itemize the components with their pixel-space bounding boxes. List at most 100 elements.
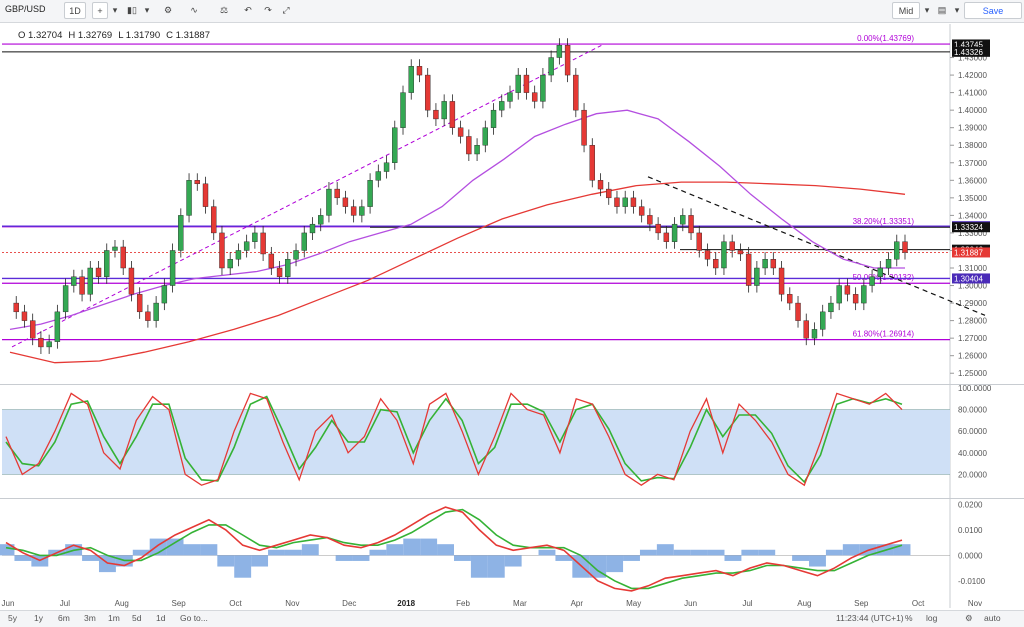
macd-histogram-bar xyxy=(217,555,235,567)
candle-body xyxy=(457,127,464,137)
macd-histogram-bar xyxy=(454,555,471,561)
pane-divider[interactable] xyxy=(0,498,1024,499)
gear-icon[interactable]: ⚙ xyxy=(163,5,173,15)
candle-body xyxy=(95,267,102,277)
candle-body xyxy=(342,197,349,207)
macd-histogram-bar xyxy=(437,544,454,556)
x-tick-label: Dec xyxy=(342,599,356,608)
range-1d[interactable]: 1d xyxy=(156,613,166,623)
x-tick-label: Jun xyxy=(684,599,697,608)
y-tick-label: 1.43000 xyxy=(958,54,987,63)
range-6m[interactable]: 6m xyxy=(58,613,70,623)
candle-body xyxy=(400,92,406,128)
candle-body xyxy=(762,259,768,269)
y-tick-label: 1.42000 xyxy=(958,71,987,80)
range-5d[interactable]: 5d xyxy=(132,613,142,623)
macd-histogram-bar xyxy=(538,549,556,556)
compare-icon[interactable]: ⚖ xyxy=(219,5,229,15)
candle-body xyxy=(515,74,521,93)
redo-icon[interactable]: ↷ xyxy=(264,5,272,15)
x-tick-label: Jun xyxy=(2,599,15,608)
macd-histogram-bar xyxy=(707,549,725,556)
macd-histogram-bar xyxy=(606,555,624,573)
y-tick-label: 0.0000 xyxy=(958,551,983,560)
macd-histogram-bar xyxy=(487,555,505,578)
x-tick-label: 2018 xyxy=(397,599,415,608)
macd-histogram-bar xyxy=(758,549,776,556)
layout-icon[interactable]: ▤ xyxy=(937,5,947,15)
candle-body xyxy=(490,109,497,128)
candle-body xyxy=(704,250,711,260)
range-5y[interactable]: 5y xyxy=(8,613,17,623)
range-1m[interactable]: 1m xyxy=(108,613,120,623)
x-tick-label: Feb xyxy=(456,599,470,608)
price-badge-label: 1.43745 xyxy=(954,40,983,49)
chevron-down-icon[interactable]: ▾ xyxy=(924,5,930,15)
indicators-icon[interactable]: ∿ xyxy=(190,5,198,15)
y-tick-label: 40.0000 xyxy=(958,449,987,458)
macd-histogram-bar xyxy=(724,555,742,561)
candle-body xyxy=(178,215,184,251)
macd-histogram-bar xyxy=(656,544,674,556)
candle-body xyxy=(564,45,571,76)
y-tick-label: 1.34000 xyxy=(958,211,987,220)
fullscreen-icon[interactable]: ⤢ xyxy=(282,5,290,15)
y-tick-label: 1.39000 xyxy=(958,124,987,133)
chevron-down-icon[interactable]: ▾ xyxy=(144,5,150,15)
candle-body xyxy=(638,206,645,216)
ohlc-open: O 1.32704 xyxy=(18,30,63,41)
save-button[interactable]: Save xyxy=(964,2,1022,19)
ohlc-close: C 1.31887 xyxy=(166,30,210,41)
macd-histogram-bar xyxy=(0,544,15,556)
candle-body xyxy=(902,241,908,253)
interval-button[interactable]: 1D xyxy=(64,2,86,19)
undo-icon[interactable]: ↶ xyxy=(244,5,252,15)
macd-histogram-bar xyxy=(335,555,353,561)
candle-body xyxy=(441,101,447,120)
symbol-label[interactable]: GBP/USD xyxy=(5,4,46,14)
fib-level-label: 0.00%(1.43769) xyxy=(857,34,914,43)
chevron-down-icon[interactable]: ▾ xyxy=(954,5,960,15)
macd-histogram-bar xyxy=(166,538,184,556)
candle-body xyxy=(235,250,242,260)
macd-histogram-bar xyxy=(504,555,522,567)
chevron-down-icon[interactable]: ▾ xyxy=(112,5,118,15)
macd-histogram-bar xyxy=(284,549,302,556)
candle-body xyxy=(120,246,126,269)
candle-body xyxy=(647,215,653,225)
range-3m[interactable]: 3m xyxy=(84,613,96,623)
macd-histogram-bar xyxy=(825,549,843,556)
candle-body xyxy=(285,259,291,277)
candle-body xyxy=(696,232,702,251)
candle-body xyxy=(318,215,324,225)
candle-body xyxy=(795,302,801,321)
candle-body xyxy=(301,232,307,251)
pane-divider[interactable] xyxy=(0,384,1024,385)
candle-body xyxy=(787,294,793,304)
ohlc-low: L 1.31790 xyxy=(118,30,161,41)
price-type-select[interactable]: Mid xyxy=(892,2,920,19)
candle-body xyxy=(589,145,595,181)
macd-histogram-bar xyxy=(251,555,269,567)
candle-body xyxy=(71,276,77,286)
percent-toggle[interactable]: % xyxy=(905,613,913,623)
macd-histogram-bar xyxy=(809,555,826,567)
candle-body xyxy=(326,188,332,216)
auto-toggle[interactable]: auto xyxy=(984,613,1001,623)
candle-body xyxy=(852,294,859,304)
fib-level-label: 38.20%(1.33351) xyxy=(853,217,915,226)
candle-body xyxy=(350,206,357,216)
add-icon[interactable]: + xyxy=(92,2,108,19)
ohlc-legend: O 1.32704 H 1.32769 L 1.31790 C 1.31887 xyxy=(18,30,210,41)
y-tick-label: 1.29000 xyxy=(958,299,987,308)
goto-button[interactable]: Go to... xyxy=(180,613,208,623)
candle-body xyxy=(778,267,785,295)
range-1y[interactable]: 1y xyxy=(34,613,43,623)
candles-icon[interactable]: ▮▯ xyxy=(127,5,137,15)
candle-body xyxy=(359,206,365,216)
gear-icon[interactable]: ⚙ xyxy=(965,613,973,623)
x-tick-label: Nov xyxy=(285,599,299,608)
y-tick-label: 60.0000 xyxy=(958,427,987,436)
log-toggle[interactable]: log xyxy=(926,613,938,623)
